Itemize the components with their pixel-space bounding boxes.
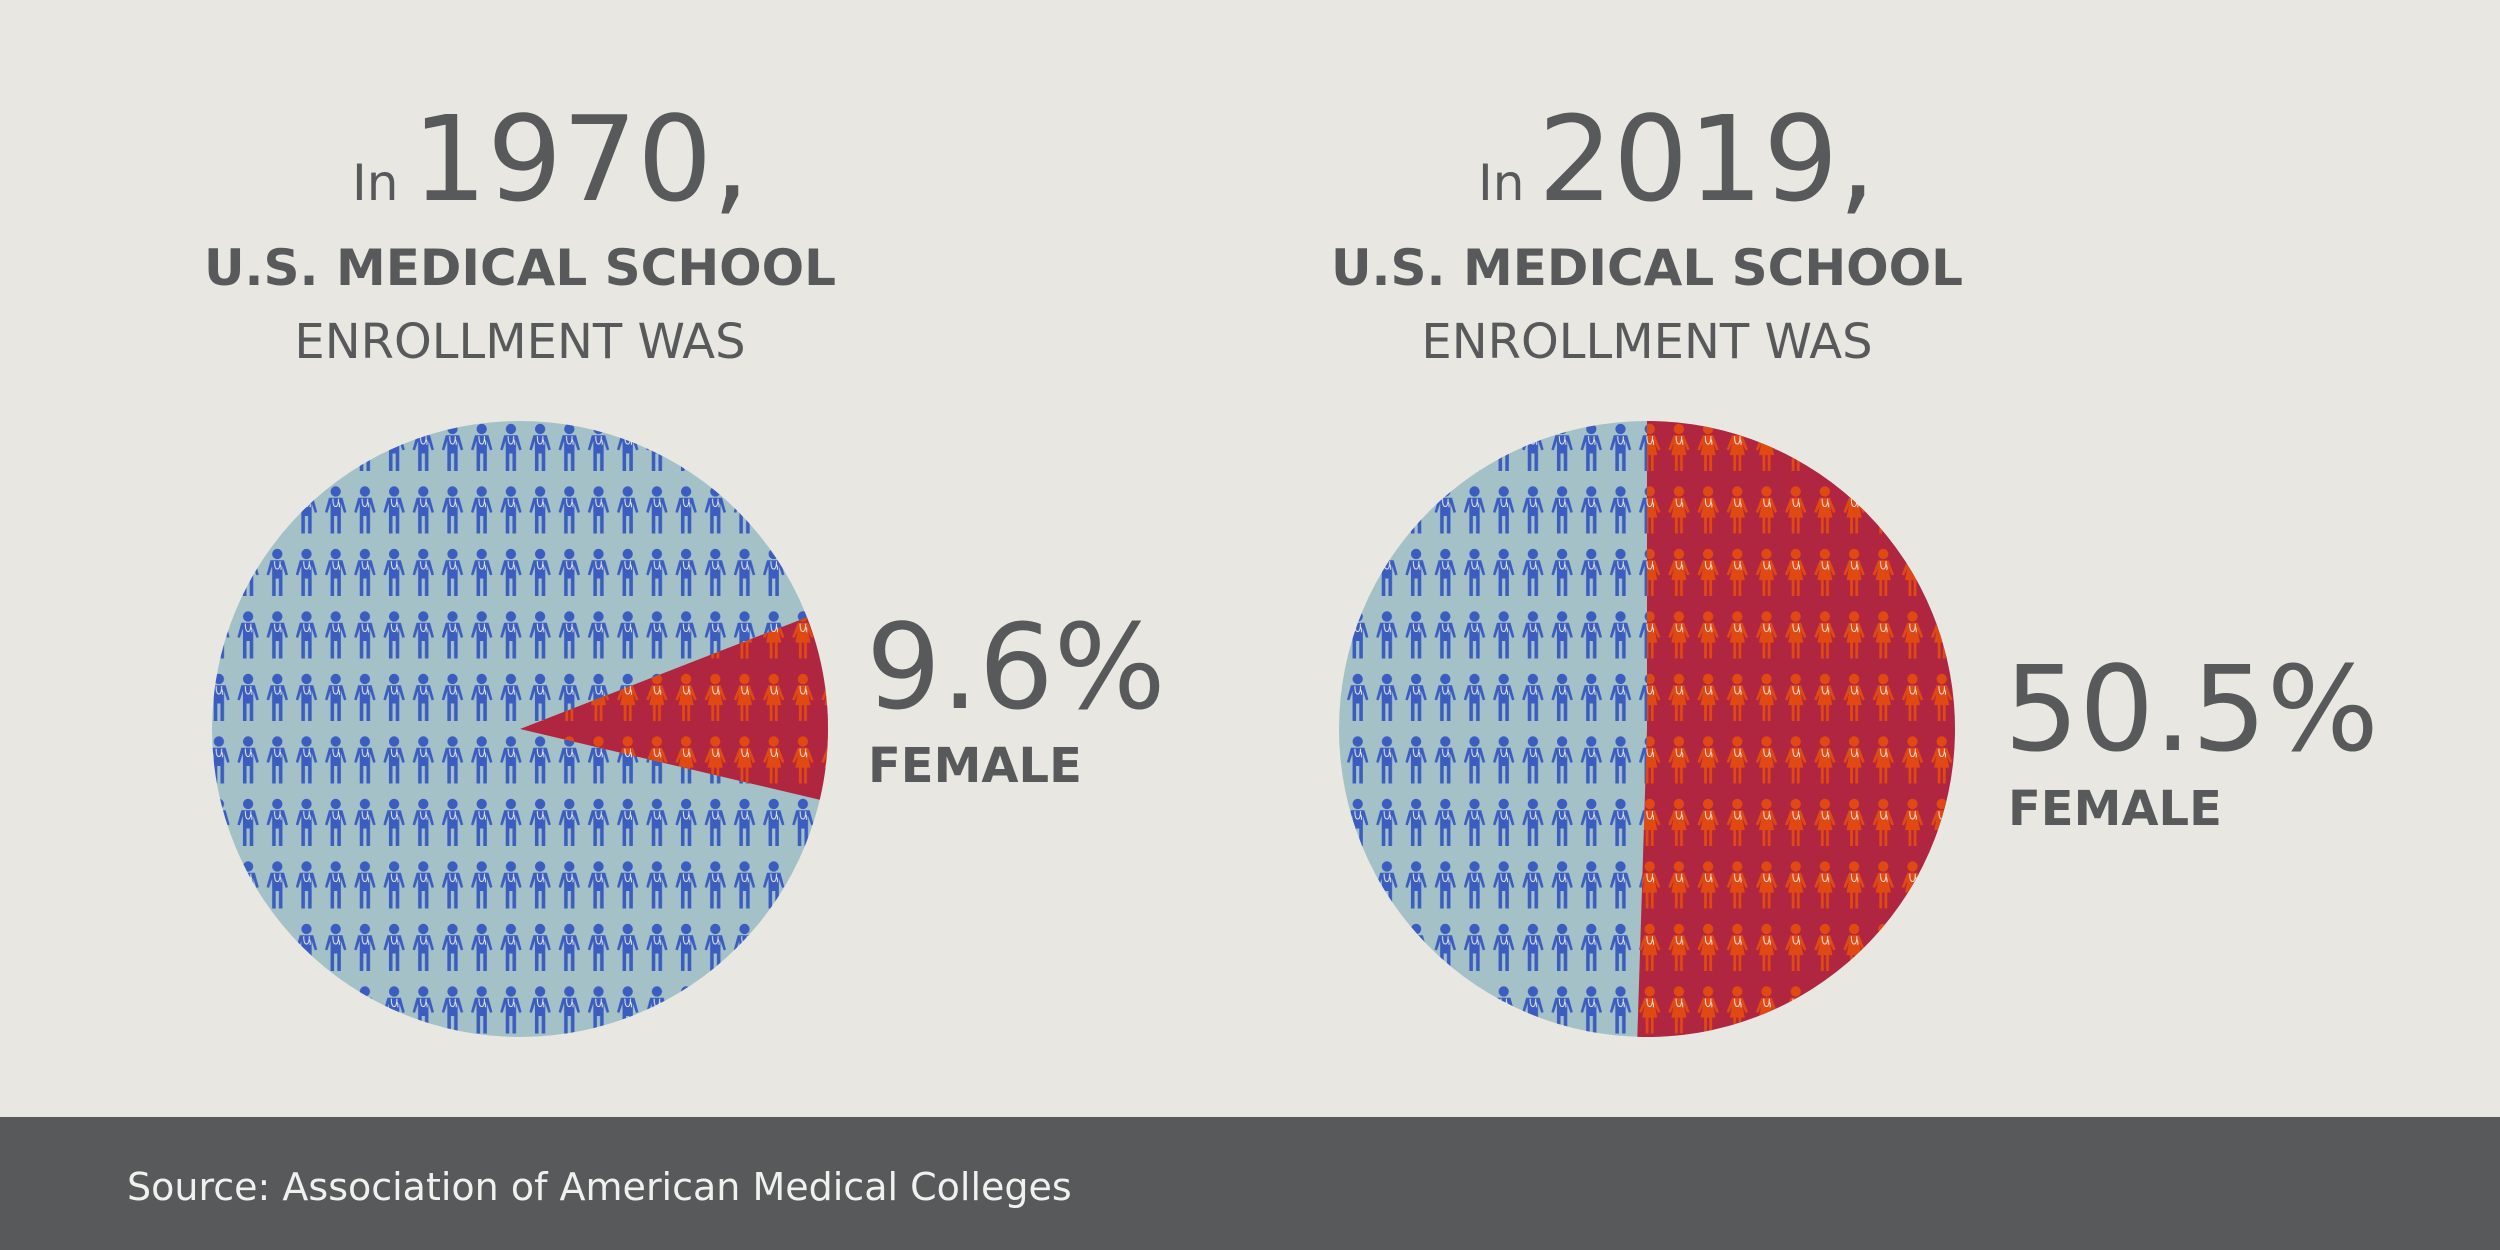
subtitle-bold-1970: U.S. MEDICAL SCHOOL [204,239,836,297]
subtitle-bold-2019: U.S. MEDICAL SCHOOL [1331,239,1963,297]
chart-2019: In 2019, U.S. MEDICAL SCHOOL ENROLLMENT … [1331,90,2379,1037]
pie-slice-female-1970 [520,617,828,800]
title-prefix-2019: In [1478,154,1524,212]
title-prefix-1970: In [352,154,398,212]
year-2019: 2019, [1538,90,1876,228]
category-label-1970: FEMALE [868,738,1082,794]
chart-1970: In 1970, U.S. MEDICAL SCHOOL ENROLLMENT … [204,90,1166,1037]
value-label-2019: 50.5% [2004,640,2379,778]
source-text: Source: Association of American Medical … [127,1165,1072,1209]
pie-slice-female-2019 [1637,421,1955,1037]
subtitle-1970: ENROLLMENT WAS [294,314,745,370]
subtitle-2019: ENROLLMENT WAS [1421,314,1872,370]
year-1970: 1970, [412,90,750,228]
value-label-1970: 9.6% [866,598,1166,736]
footer-bar [0,1117,2500,1250]
category-label-2019: FEMALE [2008,781,2222,837]
